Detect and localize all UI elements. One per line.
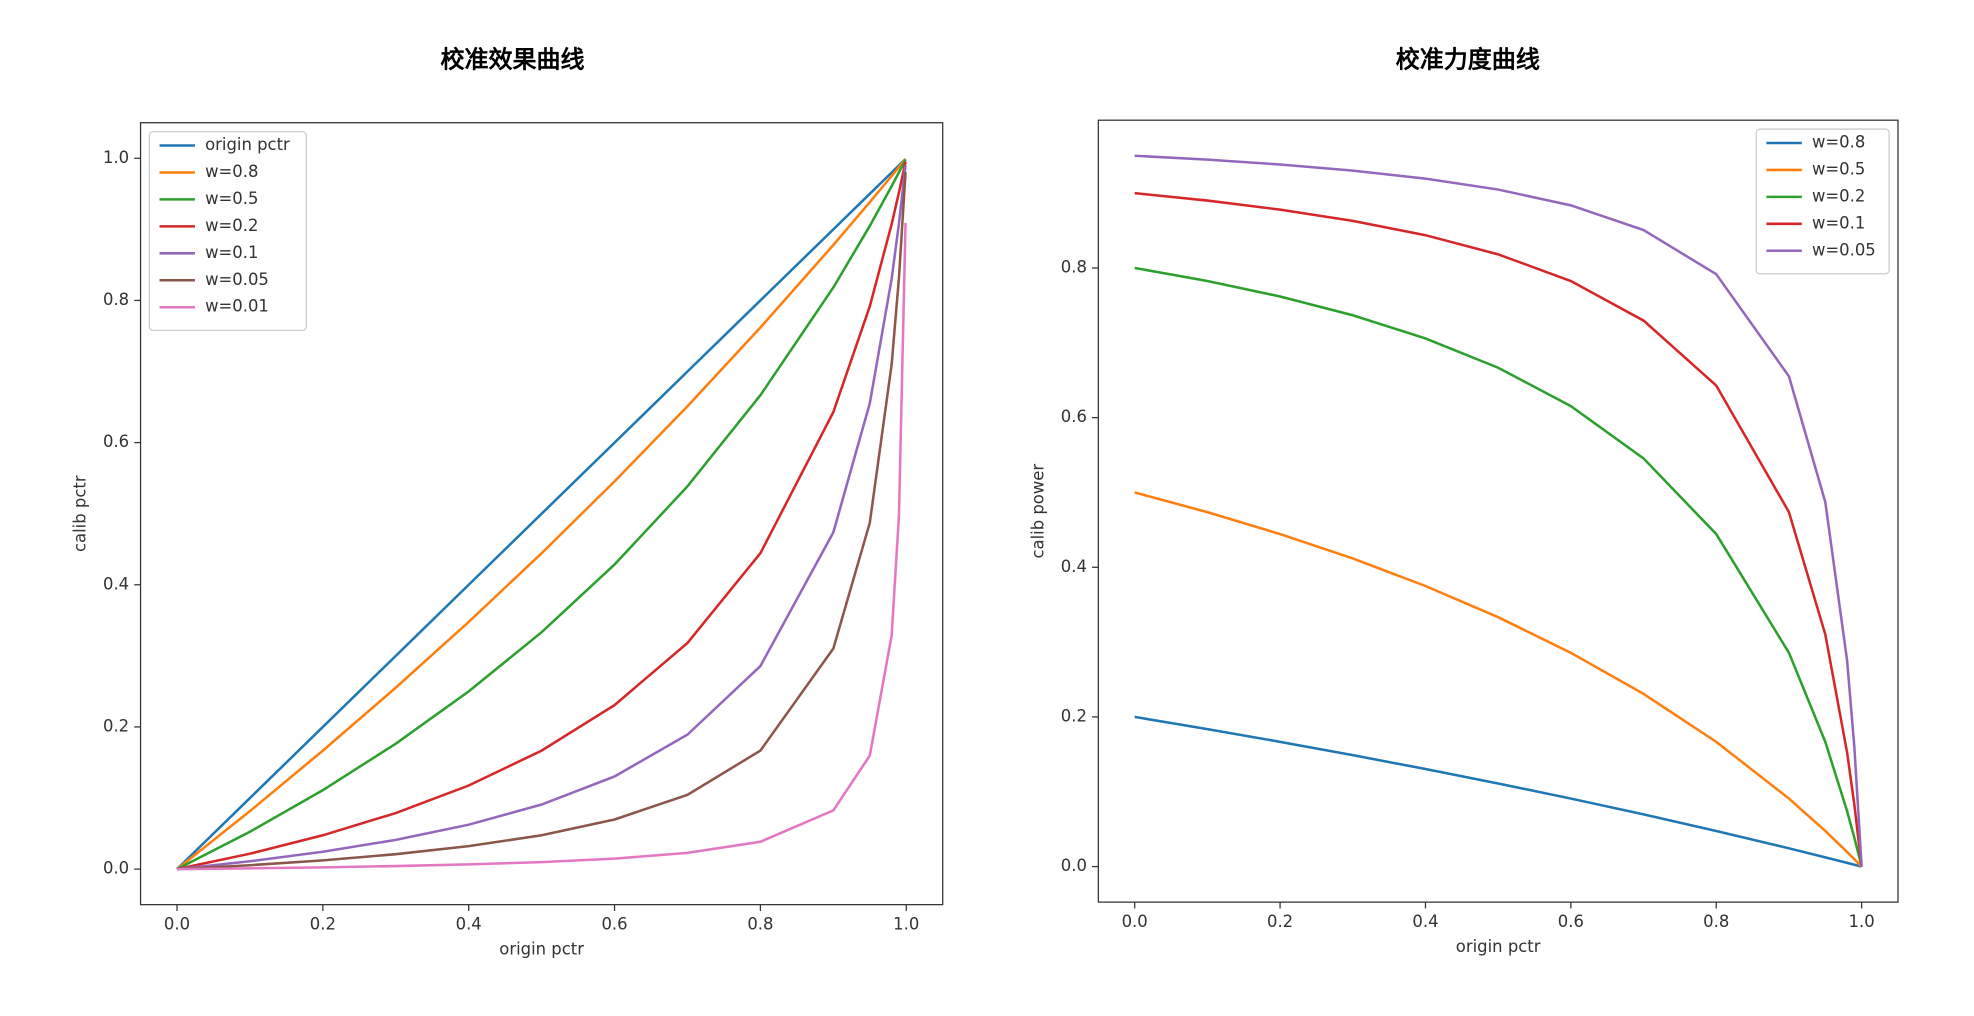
- legend-label: w=0.1: [205, 243, 258, 262]
- legend-label: w=0.5: [1812, 159, 1865, 178]
- data-line: [176, 222, 907, 871]
- axes-frame: [139, 122, 944, 906]
- x-tick-label: 1.0: [1849, 912, 1875, 931]
- legend-label: w=0.05: [1812, 240, 1876, 259]
- y-tick-label: 0.2: [103, 716, 129, 735]
- legend-label: w=0.2: [205, 216, 258, 235]
- y-tick-label: 0.0: [1061, 856, 1087, 875]
- x-tick-label: 1.0: [893, 914, 919, 933]
- chart-title: 校准力度曲线: [1396, 46, 1540, 74]
- legend: origin pctr w=0.8 w=0.5 w=0.2 w=0.1 w=0.05 w=0…: [148, 130, 307, 331]
- x-tick-label: 0.4: [1412, 912, 1438, 931]
- data-line: [176, 158, 907, 871]
- x-tick-label: 0.6: [1558, 912, 1584, 931]
- legend-label: origin pctr: [205, 135, 290, 154]
- legend-label: w=0.2: [1812, 186, 1865, 205]
- chart-title: 校准效果曲线: [440, 46, 584, 74]
- data-line: [176, 158, 907, 871]
- data-line: [1134, 154, 1863, 867]
- data-line: [1134, 191, 1863, 867]
- legend-label: w=0.8: [1812, 132, 1865, 151]
- data-line: [1134, 491, 1863, 868]
- y-tick-label: 0.6: [1061, 407, 1087, 426]
- x-tick-label: 0.2: [310, 914, 336, 933]
- legend-label: w=0.05: [205, 270, 269, 289]
- chart: 校准效果曲线 0.0 0.2 0.4 0.6 0.8 1.0 0.0 0.2 0.4 0.6 0.8 1…: [71, 46, 944, 959]
- x-axis-label: origin pctr: [499, 940, 584, 959]
- y-tick-label: 0.4: [1061, 557, 1087, 576]
- y-axis-label: calib pctr: [71, 475, 90, 552]
- legend-label: w=0.01: [205, 297, 269, 316]
- y-tick-label: 0.8: [1061, 257, 1087, 276]
- data-line: [176, 159, 907, 871]
- x-tick-label: 0.0: [164, 914, 190, 933]
- x-tick-label: 0.4: [456, 914, 482, 933]
- x-tick-label: 0.2: [1267, 912, 1293, 931]
- x-tick-label: 0.8: [1703, 912, 1729, 931]
- y-tick-label: 0.6: [103, 432, 129, 451]
- y-axis-label: calib power: [1028, 464, 1047, 559]
- legend-box: [1755, 128, 1890, 275]
- data-line: [1134, 266, 1863, 867]
- axes-frame: [1097, 119, 1899, 903]
- y-tick-label: 0.4: [103, 574, 129, 593]
- x-tick-label: 0.8: [747, 914, 773, 933]
- legend-label: w=0.5: [205, 189, 258, 208]
- data-line: [1134, 715, 1862, 868]
- y-tick-label: 0.8: [103, 290, 129, 309]
- y-tick-label: 0.2: [1061, 706, 1087, 725]
- x-tick-label: 0.0: [1122, 912, 1148, 931]
- data-line: [176, 165, 907, 871]
- y-tick-label: 1.0: [103, 148, 129, 167]
- y-tick-label: 0.0: [103, 859, 129, 878]
- x-axis-label: origin pctr: [1456, 937, 1541, 956]
- data-line: [176, 172, 907, 871]
- data-line: [176, 161, 907, 871]
- legend: w=0.8 w=0.5 w=0.2 w=0.1 w=0.05: [1755, 128, 1890, 275]
- chart: 校准力度曲线 0.0 0.2 0.4 0.6 0.8 1.0 0.0 0.2 0.4 0.6 0.8 o…: [1028, 46, 1899, 956]
- x-tick-label: 0.6: [601, 914, 627, 933]
- legend-label: w=0.1: [1812, 213, 1865, 232]
- legend-label: w=0.8: [205, 162, 258, 181]
